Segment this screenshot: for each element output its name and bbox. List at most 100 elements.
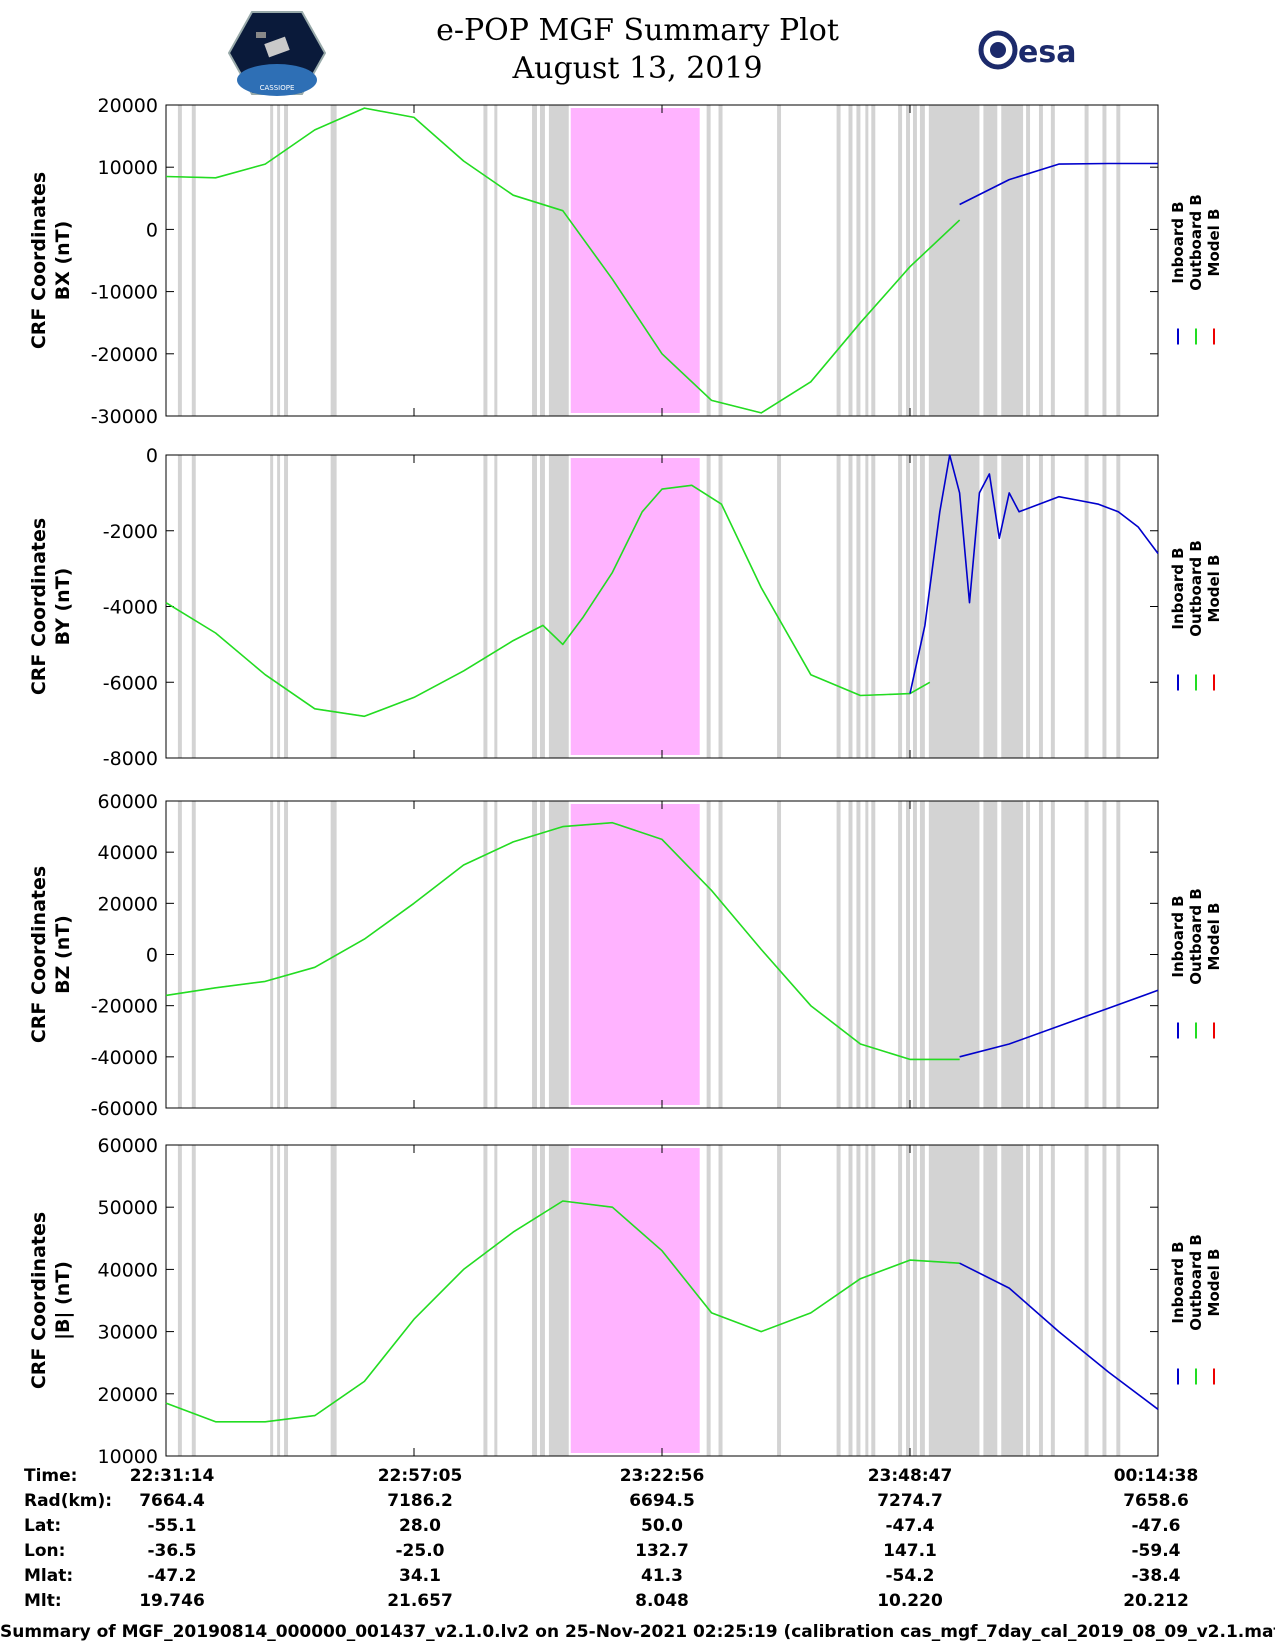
title-line-1: e-POP MGF Summary Plot — [436, 13, 839, 48]
data-gap-band — [836, 455, 841, 758]
data-gap-band — [928, 1145, 980, 1456]
y-axis-label-line2: BX (nT) — [52, 221, 74, 301]
data-gap-band — [532, 801, 538, 1108]
data-gap-band — [1026, 455, 1031, 758]
data-gap-band — [848, 1145, 853, 1456]
data-gap-band — [871, 455, 876, 758]
y-tick-label: 0 — [146, 945, 158, 967]
data-gap-band — [836, 801, 841, 1108]
info-value: 50.0 — [641, 1516, 683, 1536]
data-gap-band — [928, 455, 980, 758]
esa-logo-text: esa — [1018, 35, 1076, 70]
info-label: Lon: — [24, 1541, 66, 1561]
y-tick-label: -10000 — [91, 282, 158, 304]
data-gap-band — [1084, 105, 1089, 416]
data-gap-band — [1102, 1145, 1107, 1456]
data-gap-band — [919, 1145, 925, 1456]
data-gap-band — [539, 455, 545, 758]
info-value: 23:22:56 — [619, 1466, 705, 1486]
legend-label-outboard: Outboard B — [1187, 888, 1205, 985]
panel-2: 0 -2000 -4000 -6000 -8000 CRF Coordinates BY (… — [28, 445, 1223, 770]
data-gap-band — [1102, 801, 1107, 1108]
data-gap-band — [1084, 455, 1089, 758]
data-gap-band — [270, 455, 274, 758]
data-gap-band — [532, 1145, 538, 1456]
data-gap-band — [494, 455, 498, 758]
data-gap-band — [177, 455, 182, 758]
data-gap-band — [284, 1145, 289, 1456]
info-value: 22:31:14 — [129, 1466, 215, 1486]
data-gap-band — [1116, 1145, 1121, 1456]
data-gap-band — [548, 1145, 569, 1456]
y-tick-label: 60000 — [98, 1135, 158, 1157]
info-value: -36.5 — [147, 1541, 197, 1561]
series-line-inboard — [959, 162, 1158, 206]
data-gap-band — [718, 455, 723, 758]
y-tick-label: 30000 — [98, 1322, 158, 1344]
footer-caption: Summary of MGF_20190814_000000_001437_v2… — [0, 1622, 1275, 1642]
data-gap-band — [191, 455, 196, 758]
info-row-mlt: Mlt: 19.746 21.657 8.048 10.220 20.212 — [0, 1591, 1275, 1615]
data-gap-band — [919, 801, 925, 1108]
info-value: 132.7 — [635, 1541, 689, 1561]
series-line-outboard — [165, 1200, 960, 1423]
info-value: -47.2 — [147, 1566, 197, 1586]
highlight-band — [570, 1148, 700, 1453]
data-gap-band — [718, 801, 723, 1108]
data-gap-band — [270, 1145, 274, 1456]
data-gap-band — [706, 455, 711, 758]
data-gap-band — [284, 455, 289, 758]
legend-label-model: Model B — [1205, 209, 1223, 277]
data-gap-band — [1001, 455, 1024, 758]
info-value: 7274.7 — [877, 1491, 943, 1511]
data-gap-band — [856, 1145, 861, 1456]
legend-label-outboard: Outboard B — [1187, 540, 1205, 637]
info-value: -38.4 — [1131, 1566, 1181, 1586]
y-axis-label-line1: CRF Coordinates — [28, 866, 50, 1043]
data-gap-band — [284, 801, 289, 1108]
data-gap-band — [1038, 455, 1043, 758]
panel-4: 60000 50000 40000 30000 20000 10000 CRF Coordi… — [28, 1135, 1223, 1466]
data-gap-band — [284, 105, 289, 416]
data-gap-band — [1116, 801, 1121, 1108]
legend-label-outboard: Outboard B — [1187, 194, 1205, 291]
info-row-lon: Lon: -36.5 -25.0 132.7 147.1 -59.4 — [0, 1541, 1275, 1565]
data-gap-band — [983, 1145, 998, 1456]
info-label: Time: — [24, 1466, 78, 1486]
data-gap-band — [856, 801, 861, 1108]
data-gap-band — [1038, 1145, 1043, 1456]
data-gap-band — [1026, 1145, 1031, 1456]
data-gap-band — [836, 1145, 841, 1456]
info-value: -54.2 — [885, 1566, 935, 1586]
data-gap-band — [912, 1145, 917, 1456]
info-value: 7664.4 — [139, 1491, 205, 1511]
series-line-outboard — [165, 107, 961, 414]
orbit-info-table: Time: 22:31:14 22:57:05 23:22:56 23:48:4… — [0, 1466, 1275, 1626]
y-tick-label: 50000 — [98, 1197, 158, 1219]
y-axis-label-line2: BZ (nT) — [52, 915, 74, 994]
data-gap-band — [1102, 105, 1107, 416]
data-gap-band — [539, 1145, 545, 1456]
data-gap-band — [777, 455, 782, 758]
data-gap-band — [856, 455, 861, 758]
data-gap-band — [928, 801, 980, 1108]
data-gap-band — [836, 105, 841, 416]
data-gap-band — [494, 1145, 498, 1456]
data-gap-band — [277, 105, 281, 416]
data-gap-band — [983, 455, 998, 758]
data-gap-band — [871, 801, 876, 1108]
title-line-2: August 13, 2019 — [512, 51, 763, 86]
data-gap-band — [906, 455, 910, 758]
data-gap-band — [906, 105, 910, 416]
data-gap-band — [1102, 455, 1107, 758]
legend-label-outboard: Outboard B — [1187, 1234, 1205, 1331]
data-gap-band — [898, 801, 903, 1108]
series-line-model — [165, 484, 931, 717]
y-tick-label: -6000 — [103, 672, 158, 694]
info-value: 41.3 — [641, 1566, 683, 1586]
data-gap-band — [912, 105, 917, 416]
info-value: 19.746 — [139, 1591, 205, 1611]
data-gap-band — [1116, 455, 1121, 758]
data-gap-band — [706, 105, 711, 416]
